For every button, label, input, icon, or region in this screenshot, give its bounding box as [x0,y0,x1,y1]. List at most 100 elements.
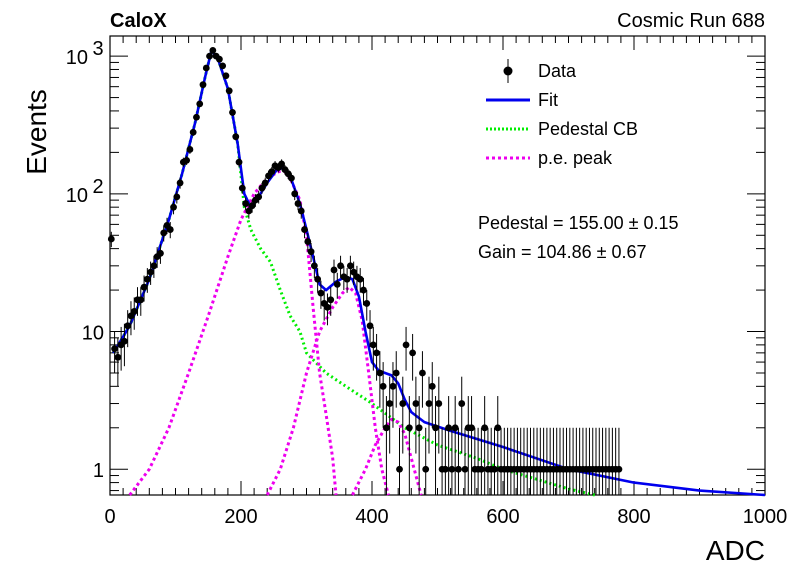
data-point [572,427,580,495]
data-marker [330,266,338,274]
data-point [288,173,295,184]
data-marker [288,174,295,182]
data-point [248,199,256,213]
legend-item: Pedestal CB [486,119,638,139]
data-marker [343,275,351,283]
data-point [523,427,531,495]
data-marker [432,424,439,432]
data-marker [140,283,148,291]
fit-result-gain: Gain = 104.86 ± 0.67 [478,242,647,262]
data-marker [455,465,462,473]
data-marker [147,268,155,276]
data-marker [494,424,502,432]
data-marker [445,424,453,432]
legend-label: Pedestal CB [538,119,638,139]
data-point [615,427,623,495]
data-point [229,109,236,116]
data-marker [360,286,367,294]
data-point [324,293,331,326]
data-marker [337,262,344,270]
y-tick-label: 10 [66,47,88,69]
data-point [346,255,354,278]
data-point [566,427,574,495]
data-point [278,159,286,169]
legend-marker [503,66,513,76]
legend-item: Data [503,59,577,83]
data-point [215,55,223,63]
data-point [337,255,344,278]
data-marker [409,349,417,357]
data-point [432,396,439,495]
data-point [186,145,194,154]
data-point [363,290,371,321]
data-marker [107,235,115,243]
x-tick-label: 600 [486,506,519,528]
data-marker [415,424,423,432]
data-point [504,427,511,495]
data-point [369,326,377,371]
data-marker [143,275,151,283]
data-point [189,128,197,136]
data-point [360,277,367,306]
data-marker [235,158,243,166]
data-point [438,427,446,495]
data-point [527,427,534,495]
data-point [425,376,433,454]
data-marker [310,262,318,270]
data-point [602,427,610,495]
data-marker [441,465,449,473]
data-point [107,231,115,248]
y-tick-label: 10 [82,323,104,345]
data-point [576,427,584,495]
data-point [196,100,204,108]
x-tick-label: 1000 [743,506,788,528]
curve-pedestal-cb [112,48,596,497]
data-marker [327,296,335,304]
data-point [199,81,207,89]
y-tick-exponent: 3 [92,38,103,60]
data-marker [186,146,194,153]
data-marker [248,202,256,210]
data-marker [232,133,240,141]
data-point [343,268,351,293]
header-left-label: CaloX [110,10,167,32]
fit-result-pedestal: Pedestal = 155.00 ± 0.15 [478,213,679,233]
data-point [605,427,613,495]
data-point [579,427,587,495]
data-point [202,64,210,72]
data-point [582,427,590,495]
data-point [484,427,492,495]
data-marker [419,369,426,377]
data-point [599,427,606,495]
data-point [160,225,168,242]
data-point [297,204,305,219]
data-point [455,427,462,495]
data-marker [451,424,459,432]
data-marker [166,226,174,233]
legend-item: p.e. peak [486,148,613,168]
data-point [258,182,266,194]
data-point [458,376,466,454]
data-point [445,396,453,495]
data-point [130,297,138,330]
data-marker [317,289,325,297]
data-point [255,190,263,204]
data-marker [196,100,204,108]
data-marker [435,400,443,407]
x-tick-label: 800 [617,506,650,528]
data-point [514,427,521,495]
data-point [507,427,515,495]
x-tick-label: 0 [104,506,115,528]
data-marker [229,109,236,116]
data-marker [314,275,322,283]
data-point [533,427,541,495]
data-marker [333,280,341,288]
data-point [435,376,443,454]
data-point [121,323,128,367]
data-marker [225,87,233,95]
data-point [494,396,502,495]
data-marker [422,465,430,473]
data-point [366,310,374,348]
data-points [107,47,623,495]
data-marker [189,128,197,136]
